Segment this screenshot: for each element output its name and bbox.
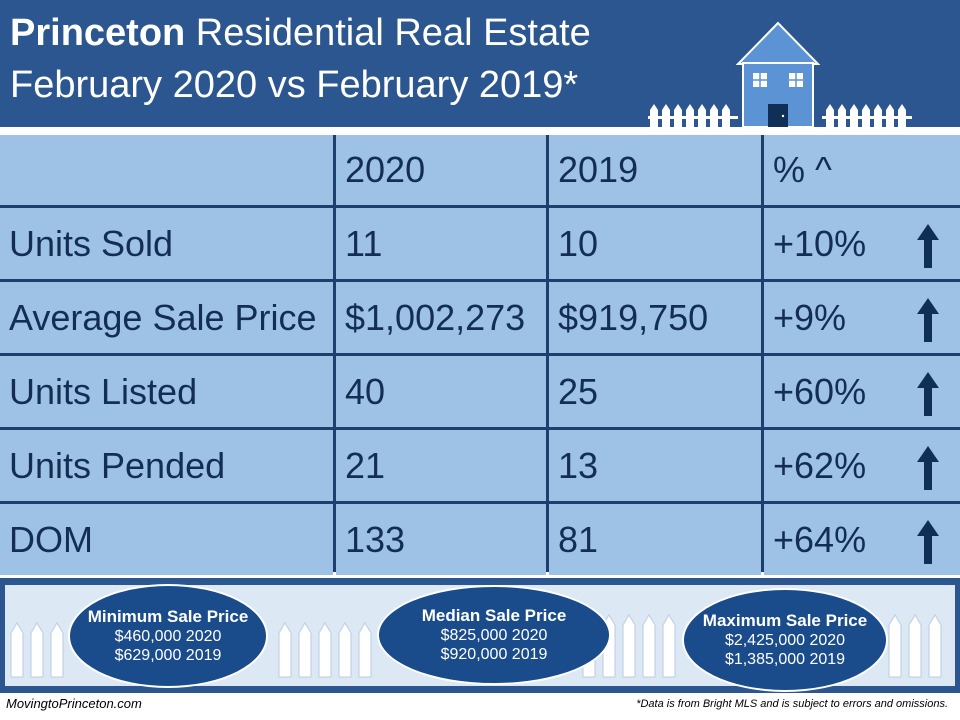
max-price-2020: $2,425,000 2020 xyxy=(724,632,846,649)
right-fence-icon xyxy=(822,104,912,128)
cell-dom-pct: +64% xyxy=(764,504,960,575)
cell-units-listed-pct: +60% xyxy=(764,356,960,427)
cell-units-pended-pct: +62% xyxy=(764,430,960,501)
row-label-average-sale-price: Average Sale Price xyxy=(0,282,333,353)
cell-units-sold-2019: 10 xyxy=(549,208,761,279)
header-cell-label xyxy=(0,135,333,205)
up-arrow-icon xyxy=(917,520,939,564)
row-label-units-sold: Units Sold xyxy=(0,208,333,279)
row-label-units-listed: Units Listed xyxy=(0,356,333,427)
cell-units-sold-pct: +10% xyxy=(764,208,960,279)
cell-units-listed-2020: 40 xyxy=(336,356,546,427)
data-disclaimer: *Data is from Bright MLS and is subject … xyxy=(636,698,948,710)
title-bold: Princeton xyxy=(10,12,186,54)
pct-value: +62% xyxy=(773,444,867,486)
row-label-dom: DOM xyxy=(0,504,333,575)
page-title: Princeton Residential Real Estate xyxy=(10,12,591,55)
website-link[interactable]: MovingtoPrinceton.com xyxy=(6,696,142,711)
header-banner: Princeton Residential Real Estate Februa… xyxy=(0,0,960,128)
up-arrow-icon xyxy=(917,298,939,342)
median-price-2019: $920,000 2019 xyxy=(440,646,548,663)
house-with-fence-illustration xyxy=(648,21,912,128)
picket-fence-icon xyxy=(10,614,942,678)
header-cell-pct-change: % ^ xyxy=(764,135,960,205)
pct-value: +60% xyxy=(773,370,867,412)
pct-value: +64% xyxy=(773,518,867,560)
cell-dom-2020: 133 xyxy=(336,504,546,575)
cell-average-sale-price-2020: $1,002,273 xyxy=(336,282,546,353)
header-cell-2019: 2019 xyxy=(549,135,761,205)
cell-units-pended-2020: 21 xyxy=(336,430,546,501)
min-price-title: Minimum Sale Price xyxy=(87,607,249,626)
maximum-sale-price-badge: Maximum Sale Price $2,425,000 2020 $1,38… xyxy=(682,588,888,692)
cell-dom-2019: 81 xyxy=(549,504,761,575)
left-fence-icon xyxy=(648,104,738,128)
max-price-title: Maximum Sale Price xyxy=(702,611,868,630)
house-icon xyxy=(735,21,821,128)
cell-units-pended-2019: 13 xyxy=(549,430,761,501)
cell-average-sale-price-2019: $919,750 xyxy=(549,282,761,353)
title-rest: Residential Real Estate xyxy=(185,12,591,54)
median-price-title: Median Sale Price xyxy=(421,606,567,625)
row-label-units-pended: Units Pended xyxy=(0,430,333,501)
stats-table: 2020 2019 % ^ Units Sold 11 10 +10% Aver… xyxy=(0,135,960,575)
page-subtitle: February 2020 vs February 2019* xyxy=(10,64,579,106)
pct-value: +10% xyxy=(773,222,867,264)
up-arrow-icon xyxy=(917,372,939,416)
up-arrow-icon xyxy=(917,446,939,490)
pct-value: +9% xyxy=(773,296,847,338)
min-price-2019: $629,000 2019 xyxy=(114,647,222,664)
up-arrow-icon xyxy=(917,224,939,268)
min-price-2020: $460,000 2020 xyxy=(114,628,222,645)
cell-average-sale-price-pct: +9% xyxy=(764,282,960,353)
minimum-sale-price-badge: Minimum Sale Price $460,000 2020 $629,00… xyxy=(68,584,268,688)
median-sale-price-badge: Median Sale Price $825,000 2020 $920,000… xyxy=(377,585,611,685)
header-cell-2020: 2020 xyxy=(336,135,546,205)
max-price-2019: $1,385,000 2019 xyxy=(724,651,846,668)
cell-units-sold-2020: 11 xyxy=(336,208,546,279)
median-price-2020: $825,000 2020 xyxy=(440,627,548,644)
cell-units-listed-2019: 25 xyxy=(549,356,761,427)
